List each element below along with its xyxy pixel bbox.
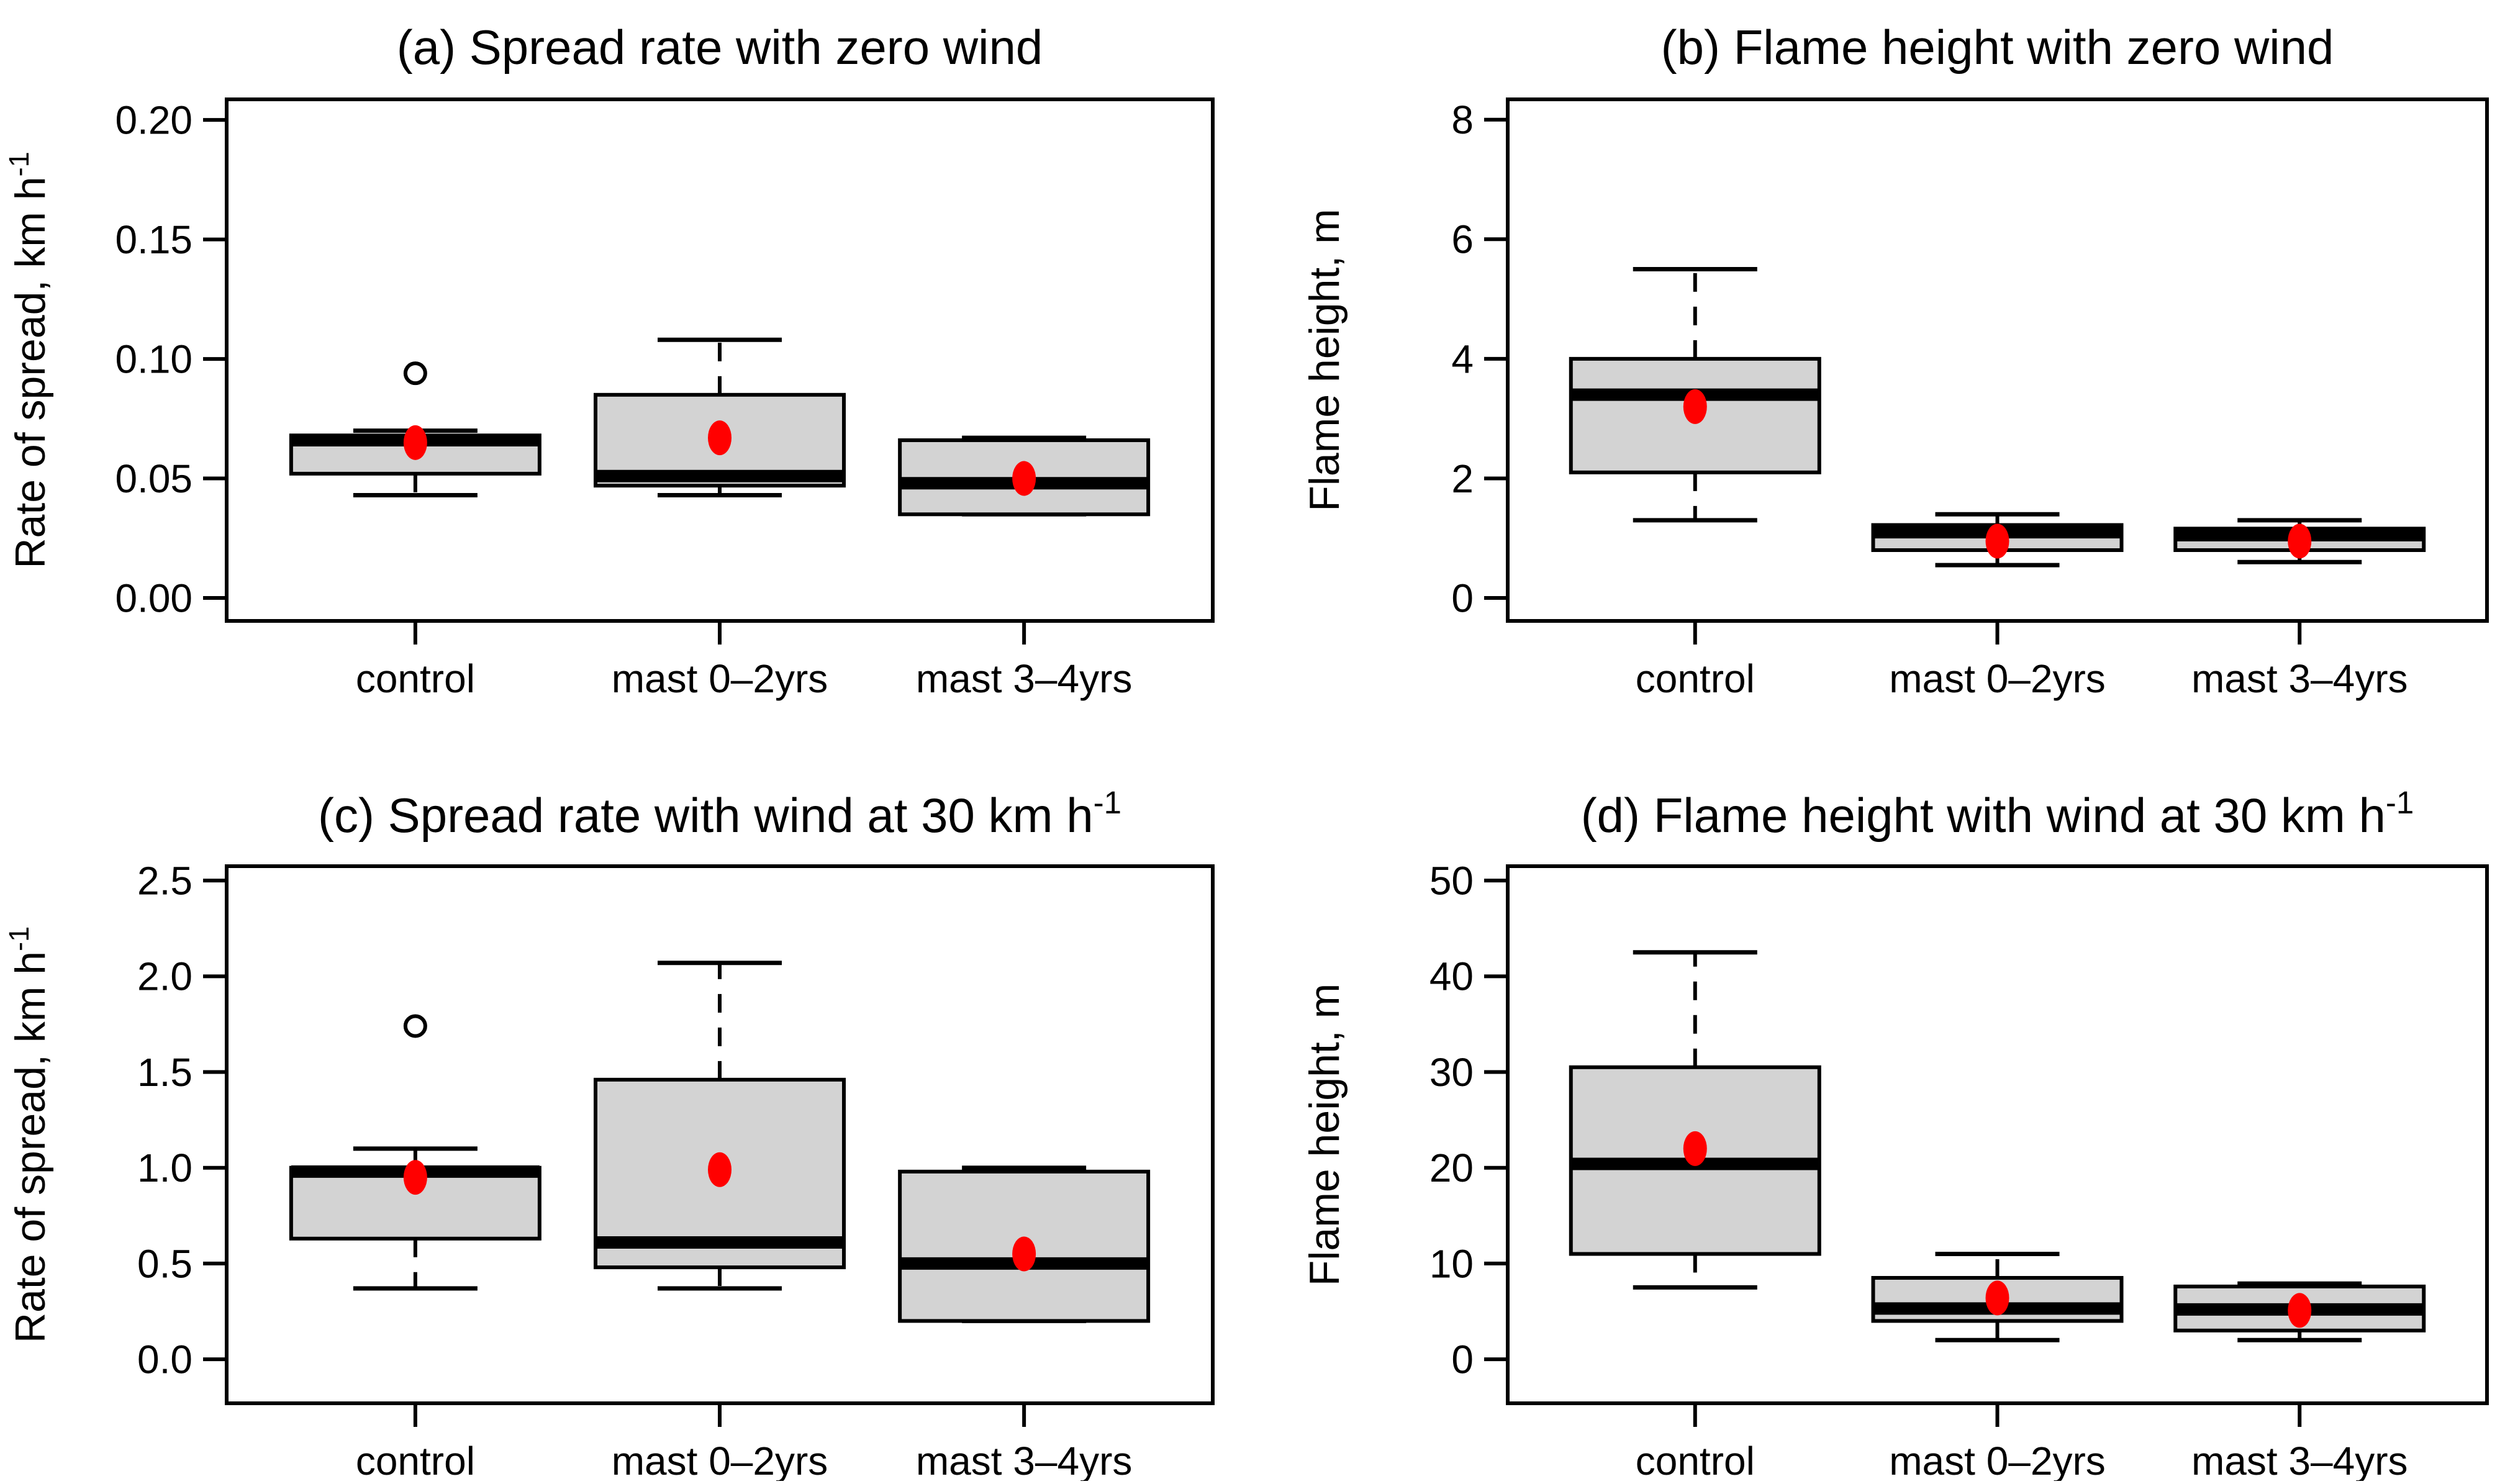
y-tick-label: 0.20 xyxy=(115,98,193,143)
y-tick-label: 0 xyxy=(1451,1337,1474,1382)
y-tick-label: 0.00 xyxy=(115,576,193,620)
mean-dot xyxy=(403,425,427,460)
panel-title: (b) Flame height with zero wind xyxy=(1661,20,2334,75)
boxplot-b-1 xyxy=(1569,266,1821,523)
x-category-label: mast 3–4yrs xyxy=(916,1439,1133,1481)
panel-title: (c) Spread rate with wind at 30 km h-1 xyxy=(318,785,1121,843)
y-tick-label: 2.5 xyxy=(137,859,193,903)
mean-dot xyxy=(1985,1280,2009,1316)
y-tick-label: 1.0 xyxy=(137,1146,193,1190)
y-tick-label: 40 xyxy=(1429,954,1474,999)
boxplot-c-1 xyxy=(289,1014,541,1291)
boxplot-a-3 xyxy=(898,435,1151,517)
panel-title: (a) Spread rate with zero wind xyxy=(397,20,1043,75)
y-tick-label: 10 xyxy=(1429,1241,1474,1286)
x-category-label: control xyxy=(1636,1439,1755,1481)
y-axis-label: Rate of spread, km h-1 xyxy=(3,926,54,1343)
x-category-label: mast 0–2yrs xyxy=(1889,656,2106,701)
outlier-point xyxy=(403,1014,427,1038)
boxplot-a-2 xyxy=(594,337,846,498)
mean-dot xyxy=(708,1152,732,1187)
y-tick-label: 0.15 xyxy=(115,217,193,262)
boxplot-b-2 xyxy=(1871,512,2124,568)
outlier-point xyxy=(403,361,427,386)
y-tick-label: 50 xyxy=(1429,859,1474,903)
boxplot-b-3 xyxy=(2173,518,2426,564)
x-category-label: control xyxy=(356,656,475,701)
boxplot-a-1 xyxy=(289,361,541,498)
boxplot-c-2 xyxy=(594,961,846,1291)
y-tick-label: 4 xyxy=(1451,337,1474,381)
mean-dot xyxy=(1683,389,1707,424)
y-axis-label: Flame height, m xyxy=(1301,984,1348,1287)
y-tick-label: 30 xyxy=(1429,1050,1474,1095)
y-tick-label: 20 xyxy=(1429,1146,1474,1190)
mean-dot xyxy=(708,420,732,456)
x-category-label: mast 0–2yrs xyxy=(1889,1439,2106,1481)
x-category-label: mast 3–4yrs xyxy=(2191,1439,2408,1481)
y-tick-label: 1.5 xyxy=(137,1050,193,1095)
panel-d: 0 10 20 30 40 50 control mast 0–2yrs mast 3–4yrs… xyxy=(1301,785,2489,1483)
x-category-label: control xyxy=(1636,656,1755,701)
x-category-label: mast 3–4yrs xyxy=(916,656,1133,701)
y-tick-label: 0.0 xyxy=(137,1337,193,1382)
y-axis-label: Flame height, m xyxy=(1301,209,1348,512)
x-category-label: mast 3–4yrs xyxy=(2191,656,2408,701)
mean-dot xyxy=(1985,523,2009,559)
y-tick-label: 0.10 xyxy=(115,337,193,381)
mean-dot xyxy=(2288,1293,2312,1328)
y-tick-label: 0.05 xyxy=(115,456,193,501)
y-tick-label: 0 xyxy=(1451,576,1474,620)
y-tick-label: 8 xyxy=(1451,97,1474,142)
mean-dot xyxy=(1683,1131,1707,1166)
y-axis-label: Rate of spread, km h-1 xyxy=(3,152,54,568)
boxplot-d-1 xyxy=(1569,950,1821,1290)
mean-dot xyxy=(403,1160,427,1195)
y-tick-label: 6 xyxy=(1451,217,1474,262)
boxplot-c-3 xyxy=(898,1165,1151,1323)
panel-title: (d) Flame height with wind at 30 km h-1 xyxy=(1581,785,2414,843)
y-tick-label: 2.0 xyxy=(137,954,193,999)
x-category-label: mast 0–2yrs xyxy=(612,656,828,701)
y-tick-label: 0.5 xyxy=(137,1241,193,1286)
panel-c: 0.0 0.5 1.0 1.5 2.0 2.5 control mast 0–2yrs mast… xyxy=(3,785,1215,1483)
panel-a: 0.00 0.05 0.10 0.15 0.20 control mast 0–2yrs ma… xyxy=(3,20,1215,701)
x-category-label: mast 0–2yrs xyxy=(612,1439,828,1481)
x-category-label: control xyxy=(356,1439,475,1481)
mean-dot xyxy=(1012,461,1036,496)
y-tick-label: 2 xyxy=(1451,456,1474,501)
mean-dot xyxy=(2288,523,2312,559)
boxplot-d-2 xyxy=(1871,1251,2124,1342)
mean-dot xyxy=(1012,1236,1036,1272)
boxplot-d-3 xyxy=(2173,1281,2426,1342)
panel-b: 0 2 4 6 8 control mast 0–2yrs mast 3–4yrs (b) Fl… xyxy=(1301,20,2489,701)
